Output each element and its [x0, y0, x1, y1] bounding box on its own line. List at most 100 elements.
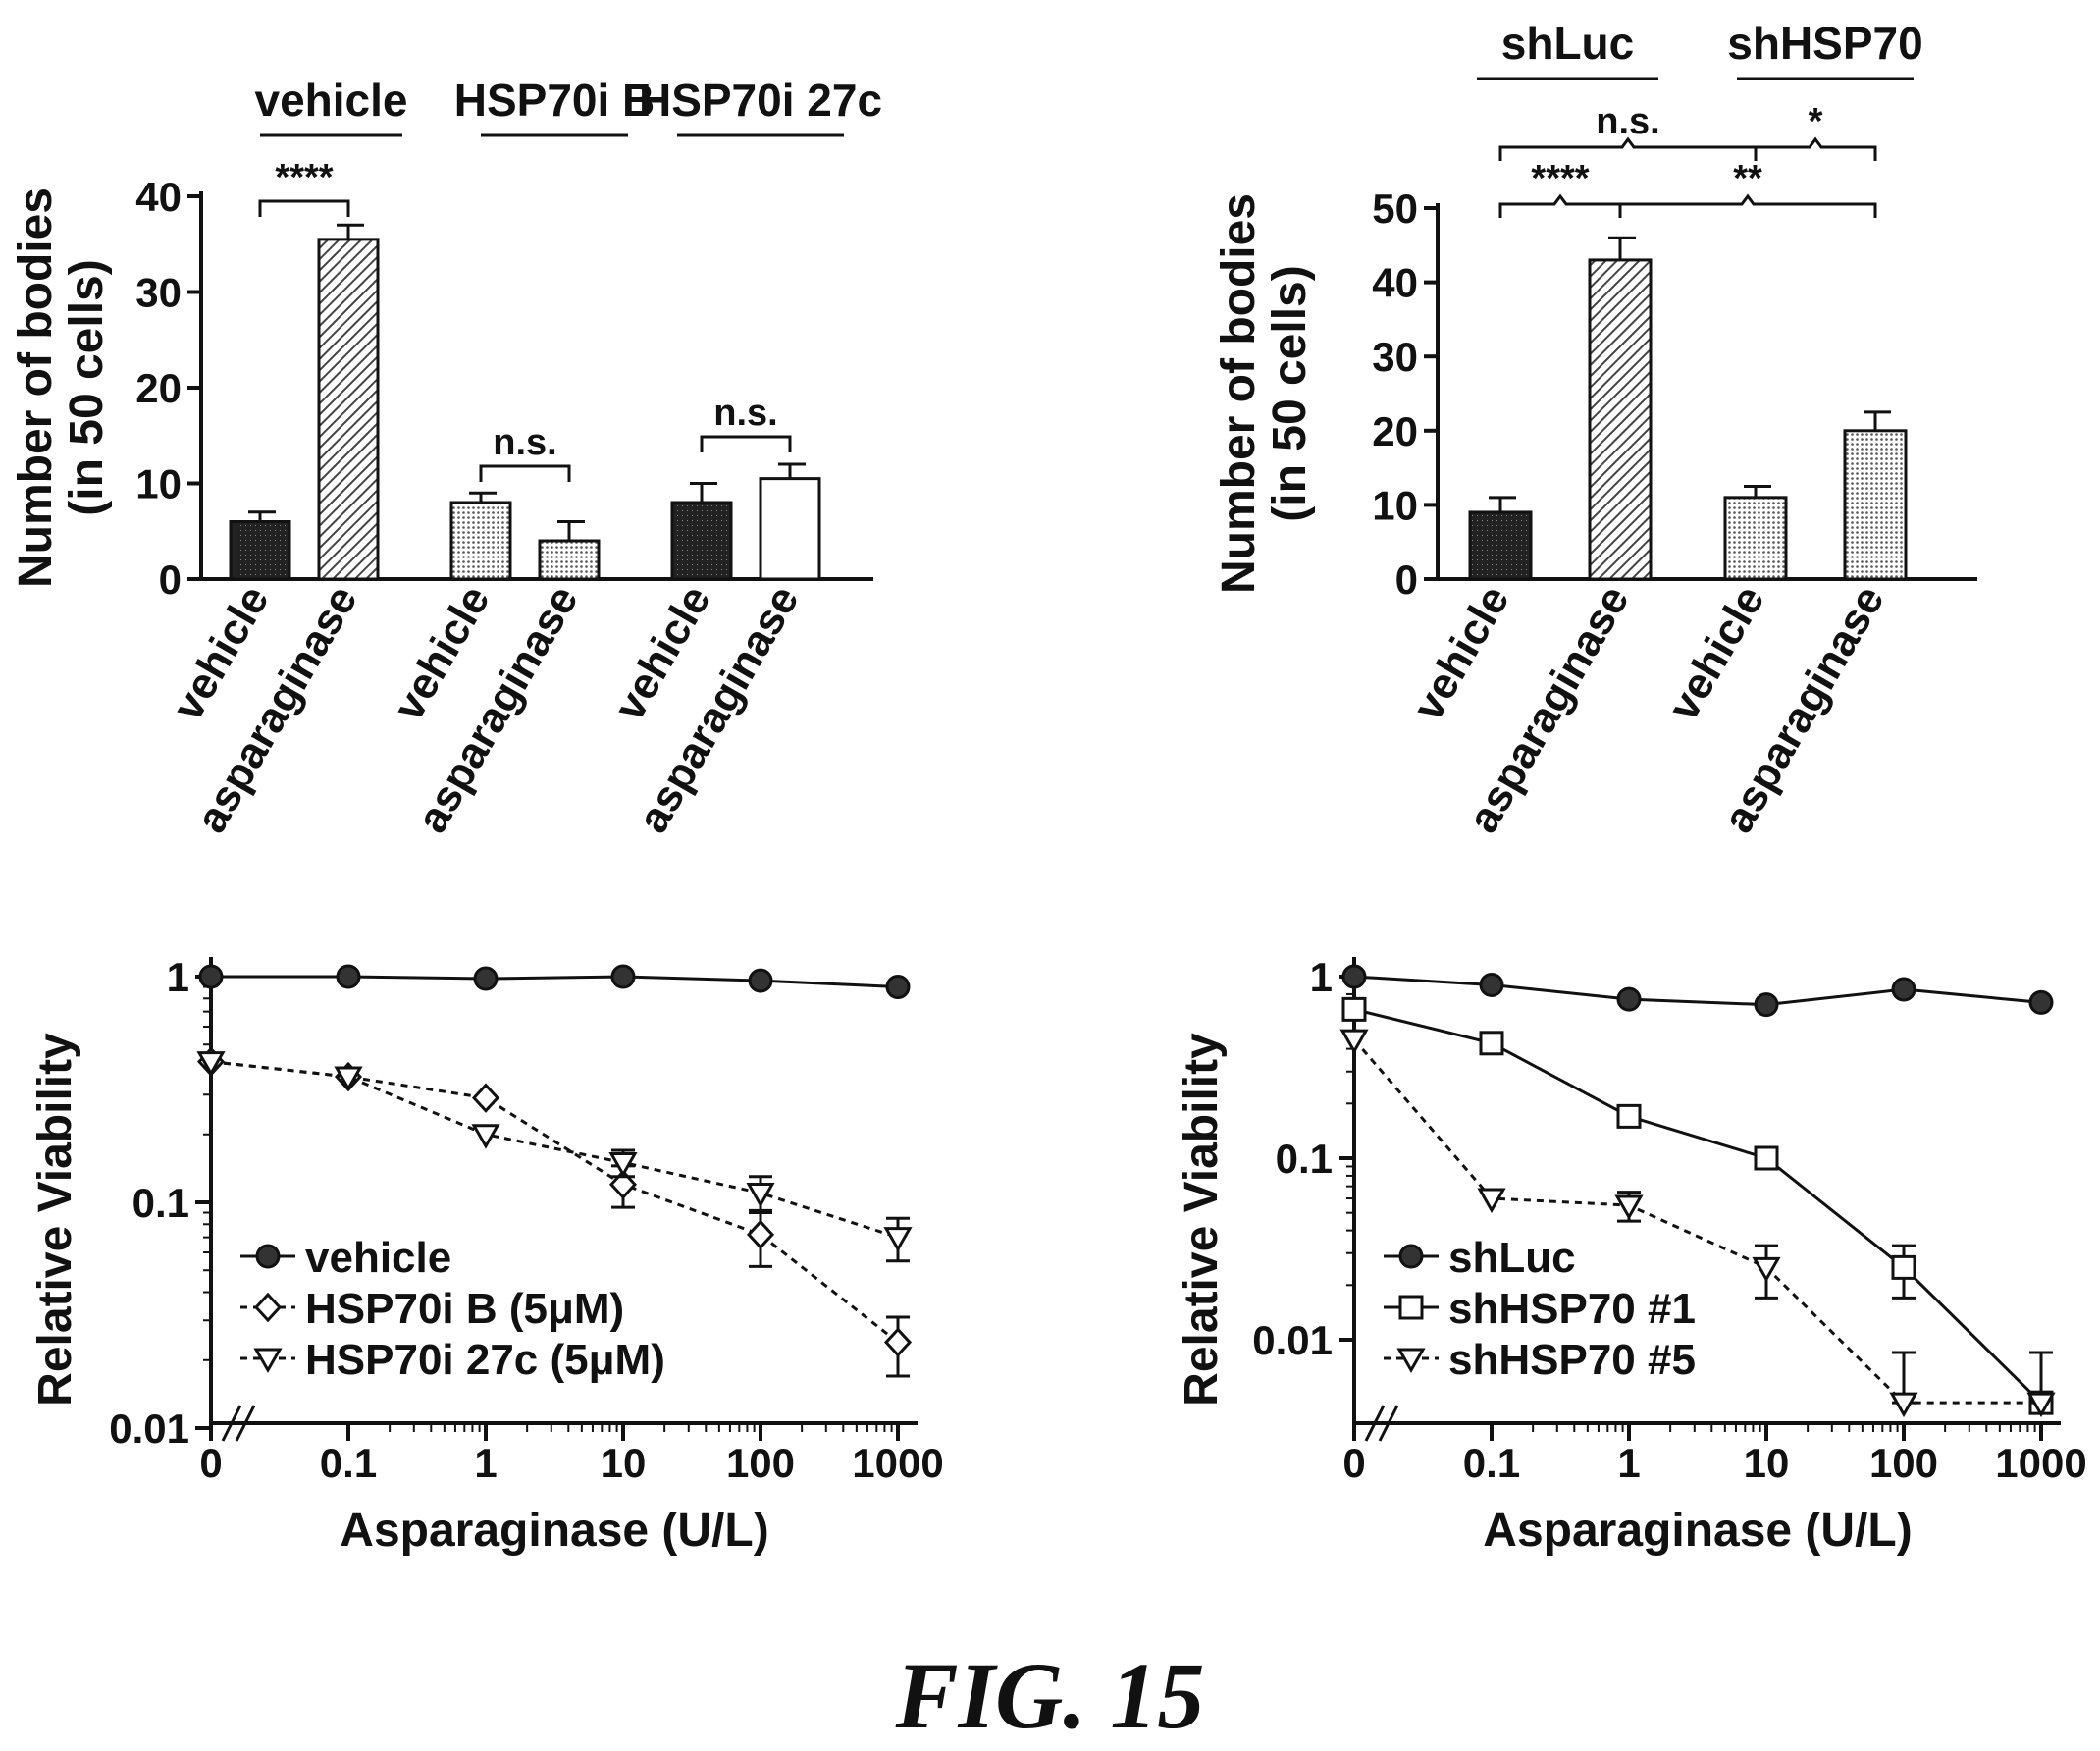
series-line	[1353, 1007, 2043, 1405]
y-axis-label-line: Number of bodies	[1213, 193, 1265, 594]
marker	[746, 1219, 775, 1250]
marker	[1396, 1348, 1426, 1374]
axis-break	[221, 1405, 256, 1442]
y-tick-label: 50	[1372, 186, 1418, 232]
x-axis-label: Asparaginase (U/L)	[1483, 1505, 1912, 1557]
marker	[1754, 992, 1779, 1018]
series-1: shHSP70 #1	[1341, 996, 2054, 1415]
series-1: HSP70i B (5μM)	[196, 1046, 913, 1378]
marker	[1341, 996, 1367, 1022]
marker	[336, 964, 361, 989]
x-axis-label: Asparaginase (U/L)	[340, 1505, 768, 1557]
series-line	[1353, 975, 2042, 1007]
y-tick-label: 0.01	[1252, 1317, 1333, 1363]
y-axis-label: Relative Viability	[29, 1033, 81, 1406]
x-tick-label: 10	[601, 1440, 647, 1486]
marker	[1616, 986, 1642, 1012]
x-tick-label: 0	[1342, 1440, 1365, 1486]
marker	[1752, 1256, 1781, 1283]
marker	[1398, 1244, 1424, 1269]
axis-break	[1364, 1405, 1399, 1442]
significance-label: ****	[1531, 158, 1589, 199]
y-tick-label: 1	[167, 954, 189, 1000]
marker	[1398, 1295, 1424, 1320]
marker	[1889, 1392, 1918, 1418]
y-axis-label: Relative Viability	[1176, 1033, 1228, 1406]
group-label: HSP70i 27c	[639, 75, 882, 126]
significance-label: n.s.	[713, 393, 777, 434]
bar	[1723, 496, 1788, 581]
marker	[334, 1066, 363, 1092]
y-tick-label: 20	[135, 365, 182, 411]
series-line	[211, 975, 899, 989]
marker	[1479, 972, 1504, 997]
legend-label: HSP70i 27c (5μM)	[305, 1336, 665, 1384]
marker	[1479, 1031, 1504, 1056]
significance-bracket	[700, 435, 792, 452]
series-2: shHSP70 #5	[1339, 1029, 2056, 1418]
significance-label: n.s.	[1596, 101, 1659, 142]
marker	[1754, 1145, 1779, 1171]
series-2: HSP70i 27c (5μM)	[196, 1051, 913, 1384]
bar	[317, 238, 380, 581]
x-tick-label: 0	[199, 1440, 222, 1486]
category-label: vehicle	[1659, 578, 1774, 729]
marker	[471, 1083, 500, 1113]
y-tick-label: 20	[1372, 408, 1418, 454]
marker	[1341, 964, 1367, 989]
marker	[2028, 989, 2054, 1015]
significance-bracket	[1498, 193, 1622, 218]
y-axis-label: Number of bodies(in 50 cells)	[10, 187, 113, 588]
marker	[253, 1348, 283, 1374]
y-tick-label: 0.1	[1276, 1136, 1333, 1182]
y-tick-label: 10	[135, 461, 182, 507]
series-0: vehicle	[198, 964, 911, 1282]
marker	[198, 964, 224, 989]
x-tick-label: 1000	[852, 1440, 943, 1486]
y-axis-label-line: (in 50 cells)	[1264, 265, 1316, 521]
significance-bracket	[258, 199, 350, 217]
significance-label: **	[1733, 158, 1762, 199]
series-line	[210, 1060, 899, 1240]
significance-bracket	[1618, 193, 1877, 218]
marker	[253, 1292, 283, 1323]
marker	[885, 975, 911, 1000]
marker	[196, 1051, 226, 1077]
marker	[255, 1244, 281, 1269]
bar	[538, 539, 601, 581]
x-tick-label: 1	[474, 1440, 497, 1486]
bar	[670, 501, 733, 581]
bar-chart-treatment: 0 10 20 30 40 Number of bodies(in 50 cells) ve…	[10, 75, 882, 841]
x-tick-label: 1000	[1995, 1440, 2086, 1486]
marker	[883, 1327, 913, 1357]
series-0: shLuc	[1341, 964, 2054, 1282]
y-tick-label: 0	[159, 557, 182, 603]
y-tick-label: 0.01	[109, 1406, 189, 1452]
y-tick-label: 40	[1372, 260, 1418, 306]
bar	[449, 501, 512, 581]
y-tick-label: 40	[135, 174, 182, 220]
bar-chart-knockdown: 0 10 20 30 40 50 Number of bodies(in 50 cells)…	[1213, 18, 1977, 841]
marker	[748, 968, 773, 993]
legend-label: HSP70i B (5μM)	[305, 1285, 624, 1333]
bar	[229, 520, 291, 581]
marker	[1891, 1254, 1916, 1280]
bar	[759, 477, 821, 581]
x-tick-label: 1	[1617, 1440, 1640, 1486]
series-line	[1352, 1038, 2041, 1405]
marker	[1339, 1029, 1369, 1055]
group-label: shHSP70	[1727, 18, 1922, 69]
x-tick-label: 100	[726, 1440, 795, 1486]
y-axis-label-line: Number of bodies	[10, 187, 62, 588]
marker	[473, 966, 499, 991]
significance-bracket	[479, 464, 571, 482]
group-label: shLuc	[1501, 18, 1634, 69]
marker	[1477, 1188, 1506, 1214]
y-tick-label: 0	[1395, 557, 1418, 603]
category-label: vehicle	[1404, 578, 1519, 729]
y-tick-label: 10	[1372, 482, 1418, 528]
significance-label: *	[1809, 101, 1823, 142]
